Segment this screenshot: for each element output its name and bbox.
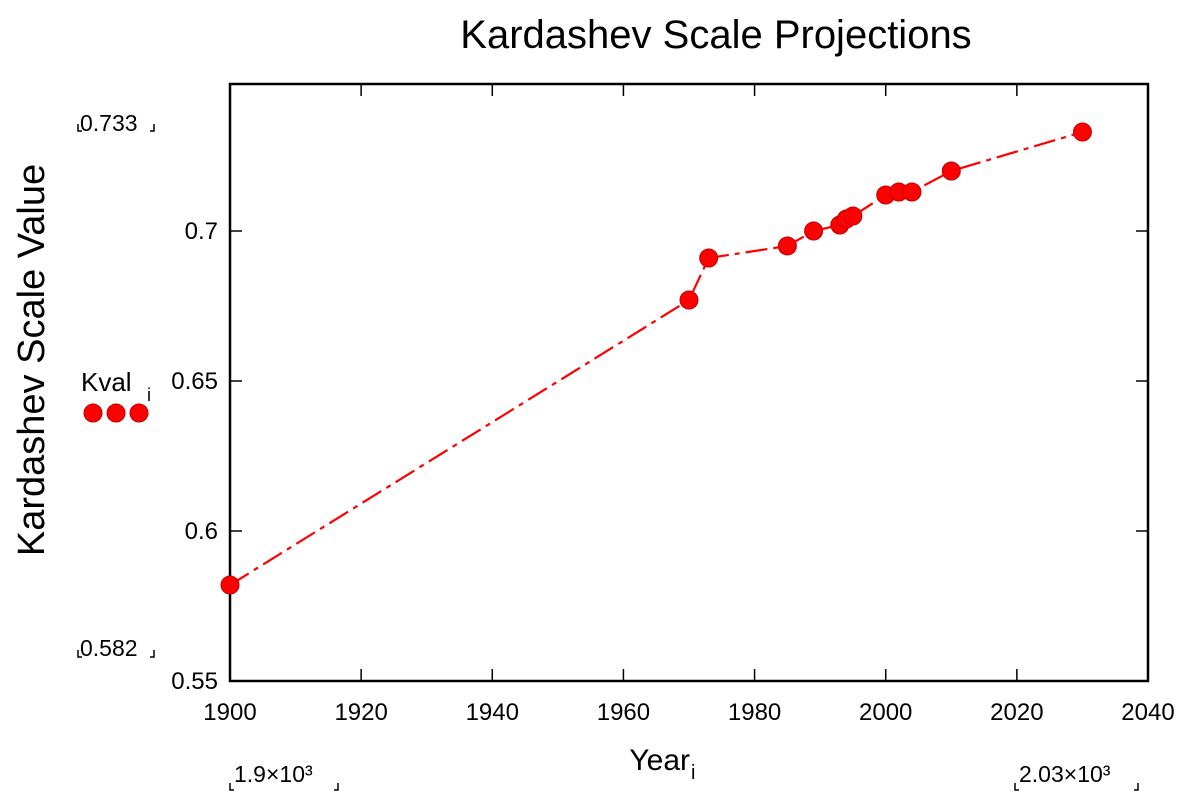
data-point [941,161,961,181]
y-max-annotation: 0.733 [77,110,155,136]
x-tick-label: 1940 [466,699,519,726]
legend-marker [106,403,126,423]
x-max-annotation: 2.03×10³ [1014,761,1139,791]
legend-label: Kval [81,367,132,397]
x-axis-ticks: 1900 1920 1940 1960 1980 2000 2020 2040 [203,84,1175,726]
x-axis-label-text: Year [629,744,690,777]
y-tick-label: 0.55 [171,668,218,695]
data-point [777,236,797,256]
x-tick-label: 2040 [1121,699,1174,726]
series-points-kval [220,122,1092,595]
y-max-label: 0.733 [80,110,138,136]
data-point [679,290,699,310]
x-tick-label: 1920 [334,699,387,726]
x-min-annotation: 1.9×10³ [229,761,339,791]
data-point [699,248,719,268]
legend-marker [83,403,103,423]
x-axis-label: Year i [629,744,695,784]
y-axis-label: Kardashev Scale Value [11,164,53,556]
y-min-label: 0.582 [80,635,138,661]
x-tick-label: 2020 [990,699,1043,726]
data-point [902,182,922,202]
x-tick-label: 1980 [728,699,781,726]
x-min-label: 1.9×10³ [234,761,313,787]
y-tick-label: 0.65 [171,368,218,395]
legend-label-subscript: i [147,385,151,405]
y-min-annotation: 0.582 [77,635,155,661]
series-line-kval [229,130,1083,586]
x-tick-label: 1900 [203,699,256,726]
plot-frame [228,82,1150,683]
data-point [843,206,863,226]
x-tick-label: 1960 [597,699,650,726]
legend: Kval i [81,367,151,423]
x-tick-label: 2000 [859,699,912,726]
y-tick-label: 0.6 [185,518,218,545]
x-max-label: 2.03×10³ [1019,761,1111,787]
chart-title: Kardashev Scale Projections [460,13,971,57]
data-point [220,575,240,595]
data-point [804,221,824,241]
y-tick-label: 0.7 [185,218,218,245]
data-point [1072,122,1092,142]
legend-marker [129,403,149,423]
x-axis-label-subscript: i [691,762,695,784]
y-axis-ticks: 0.55 0.6 0.65 0.7 [171,218,1148,695]
